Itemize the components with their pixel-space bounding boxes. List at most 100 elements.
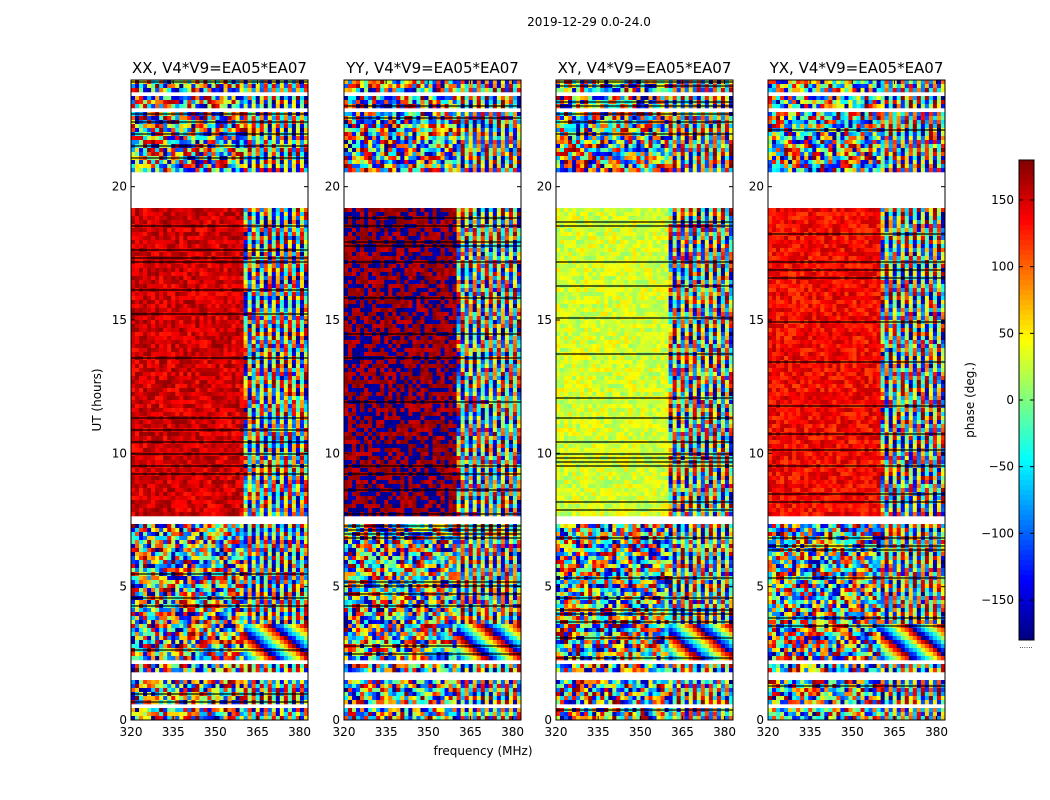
heatmap-cell [243, 284, 248, 289]
heatmap-cell [263, 420, 269, 425]
heatmap-cell [191, 548, 196, 553]
heatmap-cell [279, 232, 285, 237]
heatmap-cell [211, 476, 216, 481]
heatmap-cell [203, 244, 208, 249]
heatmap-cell [203, 480, 208, 485]
heatmap-cell [179, 220, 184, 225]
heatmap-cell [287, 424, 293, 429]
heatmap-cell [219, 532, 224, 537]
heatmap-cell [199, 268, 204, 273]
heatmap-cell [155, 308, 160, 313]
heatmap-cell [143, 580, 148, 585]
heatmap-cell [155, 292, 160, 297]
heatmap-cell [131, 252, 136, 257]
heatmap-cell [163, 544, 168, 549]
heatmap-cell [167, 340, 172, 345]
heatmap-cell [171, 400, 176, 405]
heatmap-cell [243, 148, 248, 153]
heatmap-cell [275, 296, 281, 301]
heatmap-cell [199, 344, 204, 349]
heatmap-cell [223, 352, 228, 357]
heatmap-cell [235, 492, 240, 497]
heatmap-cell [207, 408, 212, 413]
heatmap-cell [175, 524, 180, 529]
heatmap-cell [227, 512, 232, 517]
heatmap-cell [263, 128, 269, 133]
heatmap-cell [131, 216, 136, 221]
heatmap-cell [219, 368, 224, 373]
heatmap-cell [243, 392, 248, 397]
heatmap-cell [243, 304, 248, 309]
heatmap-cell [151, 352, 156, 357]
heatmap-cell [139, 340, 144, 345]
heatmap-cell [139, 124, 144, 129]
heatmap-cell [215, 448, 220, 453]
heatmap-cell [191, 296, 196, 301]
heatmap-cell [303, 504, 308, 509]
heatmap-cell [159, 556, 164, 561]
heatmap-cell [187, 424, 192, 429]
heatmap-cell [211, 124, 216, 129]
heatmap-cell [271, 408, 277, 413]
heatmap-cell [219, 380, 224, 385]
heatmap-cell [271, 512, 277, 517]
heatmap-cell [219, 104, 224, 109]
heatmap-cell [303, 580, 308, 585]
heatmap-cell [211, 212, 216, 217]
heatmap-cell [187, 396, 192, 401]
heatmap-cell [183, 444, 188, 449]
heatmap-cell [231, 308, 236, 313]
heatmap-cell [231, 488, 236, 493]
heatmap-cell [259, 360, 265, 365]
heatmap-cell [143, 240, 148, 245]
heatmap-cell [139, 448, 144, 453]
heatmap-cell [171, 540, 176, 545]
heatmap-cell [167, 392, 172, 397]
heatmap-cell [279, 364, 285, 369]
heatmap-cell [155, 284, 160, 289]
heatmap-cell [239, 332, 244, 337]
heatmap-cell [235, 488, 240, 493]
heatmap-cell [215, 300, 220, 305]
heatmap-cell [279, 500, 285, 505]
heatmap-cell [283, 412, 289, 417]
heatmap-cell [171, 328, 176, 333]
heatmap-cell [299, 336, 305, 341]
heatmap-cell [171, 448, 176, 453]
heatmap-cell [155, 556, 160, 561]
heatmap-cell [143, 236, 148, 241]
heatmap-cell [287, 496, 293, 501]
flag-line [131, 145, 308, 147]
heatmap-cell [227, 408, 232, 413]
heatmap-cell [291, 548, 297, 553]
heatmap-cell [291, 392, 297, 397]
flag-line [131, 133, 308, 135]
heatmap-cell [207, 504, 212, 509]
heatmap-cell [147, 316, 152, 321]
heatmap-cell [223, 436, 228, 441]
heatmap-cell [211, 420, 216, 425]
heatmap-cell [303, 232, 308, 237]
heatmap-cell [259, 448, 265, 453]
heatmap-cell [179, 512, 184, 517]
heatmap-cell [179, 508, 184, 513]
heatmap-cell [211, 364, 216, 369]
heatmap-cell [303, 340, 308, 345]
heatmap-cell [203, 568, 208, 573]
heatmap-cell [263, 412, 269, 417]
heatmap-cell [223, 396, 228, 401]
heatmap-cell [151, 96, 156, 101]
heatmap-cell [271, 220, 277, 225]
heatmap-cell [139, 484, 144, 489]
heatmap-cell [187, 528, 192, 533]
heatmap-cell [131, 524, 136, 529]
heatmap-cell [243, 340, 248, 345]
heatmap-cell [187, 332, 192, 337]
heatmap-cell [163, 272, 168, 277]
heatmap-cell [231, 436, 236, 441]
heatmap-cell [231, 556, 236, 561]
heatmap-cell [135, 168, 140, 173]
heatmap-cell [167, 328, 172, 333]
heatmap-cell [211, 88, 216, 93]
heatmap-cell [203, 372, 208, 377]
